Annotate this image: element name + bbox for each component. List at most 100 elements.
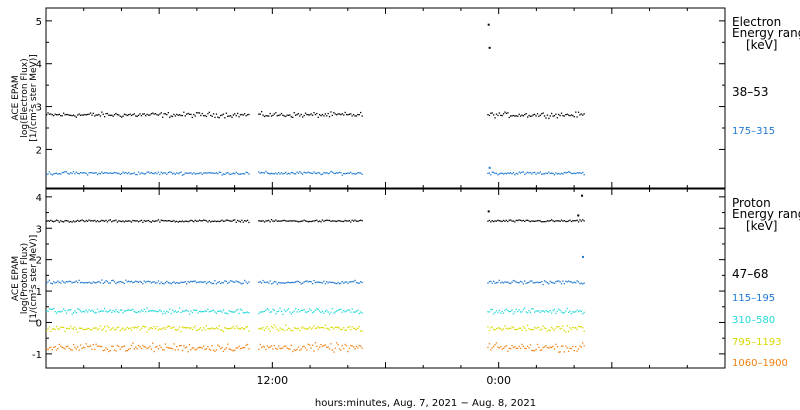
data-point: [163, 327, 165, 329]
data-point: [515, 281, 517, 283]
data-point: [140, 327, 143, 329]
data-point: [278, 345, 280, 347]
data-point: [508, 116, 510, 119]
data-point: [48, 279, 51, 281]
data-point: [123, 221, 126, 223]
data-point: [99, 345, 102, 348]
y-tick-label: 4: [36, 193, 42, 204]
data-point: [518, 282, 520, 284]
data-point: [125, 310, 127, 312]
legend-entry: 1060–1900: [732, 358, 788, 369]
data-point: [180, 221, 182, 223]
data-point: [487, 220, 489, 222]
data-point: [193, 172, 195, 174]
data-point: [495, 328, 498, 330]
data-point: [289, 328, 291, 330]
data-point: [231, 173, 233, 175]
data-point: [283, 345, 285, 347]
data-point: [572, 172, 574, 175]
data-point: [235, 280, 237, 282]
data-point: [228, 310, 230, 312]
legend-subtitle: Energy ranges: [732, 207, 800, 221]
data-point: [491, 171, 493, 173]
data-point: [300, 348, 302, 350]
data-point: [101, 111, 103, 113]
data-point: [187, 280, 189, 283]
data-point: [239, 282, 242, 284]
data-point: [549, 115, 551, 117]
data-point: [167, 282, 169, 284]
data-point: [360, 281, 362, 283]
data-point: [330, 326, 332, 329]
data-point: [193, 309, 195, 311]
data-point: [142, 172, 144, 174]
data-point: [225, 280, 227, 282]
data-point: [113, 114, 116, 116]
data-point: [137, 114, 140, 116]
data-point: [304, 280, 307, 283]
data-point: [85, 172, 87, 175]
data-point: [156, 114, 158, 116]
data-point: [337, 220, 339, 222]
data-point: [116, 221, 118, 223]
data-point: [536, 310, 539, 312]
data-point: [179, 220, 181, 222]
data-point: [198, 310, 201, 313]
data-point: [313, 220, 315, 222]
data-point: [357, 172, 359, 174]
data-point: [566, 347, 568, 349]
data-point: [358, 172, 360, 174]
data-point: [222, 220, 225, 222]
data-point: [278, 310, 280, 312]
data-point: [229, 311, 232, 313]
data-point-spike: [581, 255, 584, 258]
data-point: [269, 221, 271, 223]
data-point: [190, 349, 192, 351]
data-point: [159, 221, 161, 223]
data-point: [96, 345, 99, 347]
data-point: [336, 326, 338, 329]
data-point: [521, 329, 523, 331]
data-point: [162, 116, 164, 118]
data-point: [61, 220, 63, 223]
data-point: [71, 282, 73, 284]
data-point: [541, 221, 543, 223]
data-point: [261, 346, 263, 349]
data-point: [534, 311, 536, 313]
data-point: [555, 172, 557, 174]
data-point: [163, 220, 165, 222]
data-point: [333, 220, 335, 222]
data-point: [357, 309, 359, 311]
data-point: [246, 282, 249, 285]
data-point: [297, 280, 300, 283]
data-point: [536, 172, 539, 174]
data-point: [81, 281, 83, 284]
data-point: [112, 309, 114, 312]
data-point: [94, 172, 96, 174]
data-point: [203, 219, 205, 221]
data-point: [497, 281, 499, 283]
data-point: [555, 327, 557, 329]
data-point: [348, 326, 350, 328]
data-point: [81, 347, 83, 349]
data-point: [545, 117, 547, 119]
y-axis-label: log(Proton Flux): [20, 243, 30, 314]
data-point: [307, 310, 309, 313]
data-point: [518, 219, 520, 221]
data-point: [190, 280, 192, 282]
data-point: [579, 219, 581, 221]
data-point: [194, 309, 196, 312]
data-point: [536, 220, 539, 222]
data-point: [171, 348, 174, 350]
data-point: [104, 172, 106, 174]
data-point: [324, 310, 326, 312]
data-point: [532, 282, 534, 284]
data-point: [560, 112, 563, 114]
data-point: [341, 174, 343, 176]
data-point: [119, 173, 121, 175]
data-point: [562, 345, 564, 347]
data-point: [227, 343, 229, 345]
data-point: [538, 219, 540, 222]
data-point: [63, 221, 65, 223]
data-point: [497, 346, 499, 348]
